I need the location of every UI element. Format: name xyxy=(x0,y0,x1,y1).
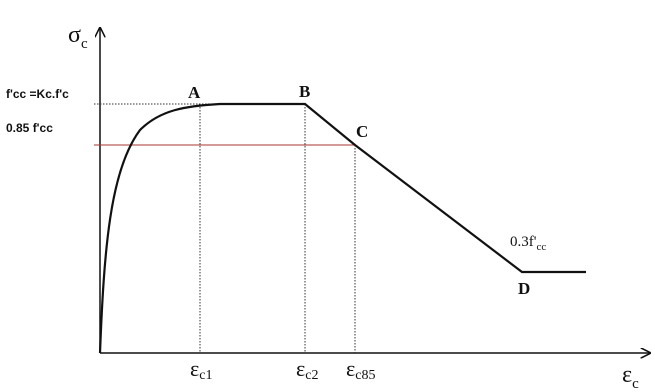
point-label: A xyxy=(188,83,201,102)
strain-label: εc85 xyxy=(346,356,375,383)
symbol: ε xyxy=(296,356,305,381)
point-label: B xyxy=(299,82,310,101)
subscript: c xyxy=(81,36,88,52)
subscript: c2 xyxy=(305,368,318,383)
stress-strain-curve xyxy=(98,102,586,354)
stress-label: 0.85 f'cc xyxy=(6,121,53,135)
subscript: c1 xyxy=(199,368,212,383)
stress-label: f'cc =Kc.f'c xyxy=(6,87,69,101)
x-axis-label: εc xyxy=(622,362,639,392)
point-label: D xyxy=(518,279,530,298)
subscript: c xyxy=(632,376,639,392)
residual-label: 0.3f'cc xyxy=(510,234,546,253)
symbol: ε xyxy=(346,356,355,381)
symbol: ε xyxy=(190,356,199,381)
main: 0.3f' xyxy=(510,234,537,250)
strain-label: εc1 xyxy=(190,356,212,383)
subscript: c85 xyxy=(355,368,375,383)
symbol: σ xyxy=(68,22,81,48)
strain-label: εc2 xyxy=(296,356,318,383)
point-label: C xyxy=(356,122,368,141)
subscript: cc xyxy=(536,241,546,253)
y-axis-label: σc xyxy=(68,22,88,52)
symbol: ε xyxy=(622,362,632,388)
